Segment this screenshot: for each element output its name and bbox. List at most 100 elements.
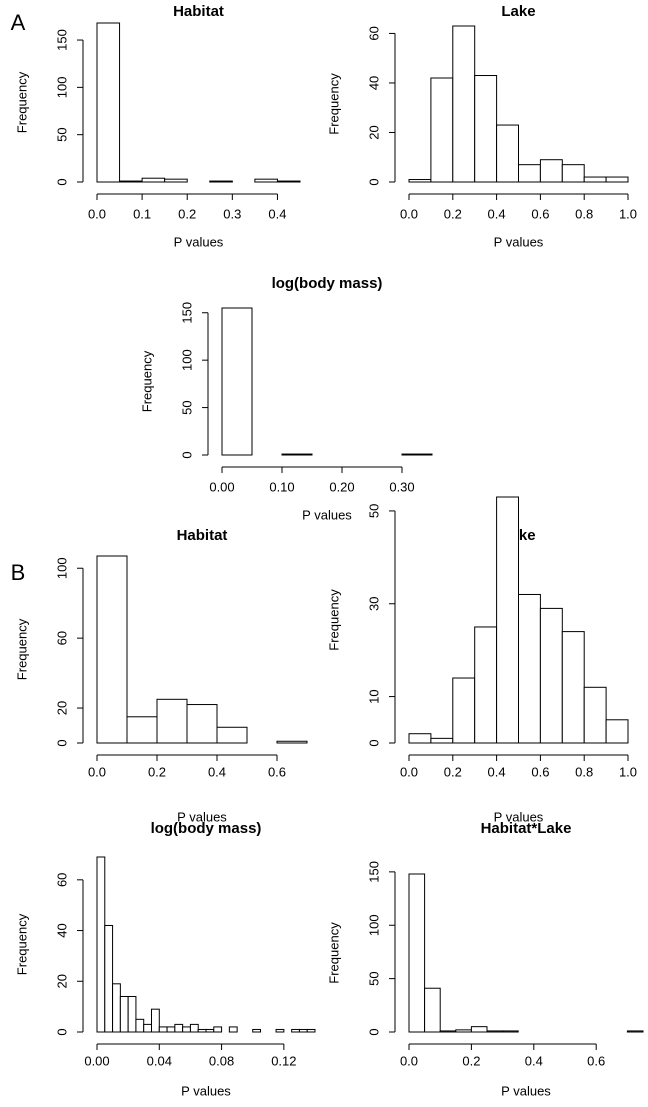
y-tick-label: 100 <box>54 557 69 579</box>
x-tick-label: 1.0 <box>619 764 637 779</box>
y-axis-label: Frequency <box>326 73 341 135</box>
y-tick-label: 150 <box>54 29 69 51</box>
y-tick-label: 50 <box>366 971 381 985</box>
bar <box>605 719 629 744</box>
y-tick-label: 150 <box>179 302 194 324</box>
bar <box>254 178 278 183</box>
bar <box>496 124 520 183</box>
bar <box>276 740 308 744</box>
bar <box>474 75 498 183</box>
bar <box>518 164 541 183</box>
bar <box>474 626 498 744</box>
y-tick-label: 0 <box>366 1028 381 1035</box>
y-tick-label: 100 <box>54 77 69 99</box>
y-tick-label: 0 <box>54 739 69 746</box>
chart-title: log(body mass) <box>151 820 262 837</box>
y-tick-label: 0 <box>54 178 69 185</box>
y-axis-label: Frequency <box>139 350 154 412</box>
x-tick-label: 1.0 <box>619 206 637 221</box>
x-tick-label: 0.00 <box>209 479 234 494</box>
x-tick-label: 0.8 <box>575 764 593 779</box>
y-tick-label: 60 <box>366 26 381 40</box>
bar <box>205 1028 215 1033</box>
x-tick-label: 0.10 <box>269 479 294 494</box>
bar <box>96 22 121 183</box>
bar <box>452 25 476 183</box>
y-tick-label: 20 <box>54 701 69 715</box>
y-tick-label: 40 <box>366 76 381 90</box>
x-tick-label: 0.4 <box>488 206 506 221</box>
bar <box>539 159 563 183</box>
x-tick-label: 0.08 <box>209 1053 234 1068</box>
bar <box>539 607 563 744</box>
panel-label: B <box>11 560 26 585</box>
x-axis-label: P values <box>494 809 544 824</box>
bar <box>156 698 188 744</box>
bar <box>112 983 121 1033</box>
x-tick-label: 0.0 <box>88 764 106 779</box>
x-tick-label: 0.6 <box>531 764 549 779</box>
bar <box>221 307 253 456</box>
chart-title: Habitat <box>177 527 228 544</box>
bar <box>298 1028 308 1033</box>
bar <box>96 555 128 744</box>
y-tick-label: 50 <box>179 400 194 414</box>
y-tick-label: 20 <box>54 974 69 988</box>
bar <box>424 987 441 1033</box>
bar <box>186 704 218 744</box>
bar <box>281 453 313 456</box>
x-tick-label: 0.04 <box>147 1053 172 1068</box>
y-tick-label: 60 <box>54 631 69 645</box>
x-tick-label: 0.00 <box>84 1053 109 1068</box>
panel-label: A <box>11 10 26 35</box>
y-axis-label: Frequency <box>14 913 29 975</box>
x-tick-label: 0.4 <box>208 764 226 779</box>
bar <box>127 995 137 1033</box>
y-tick-label: 10 <box>366 689 381 703</box>
bar <box>174 1023 184 1033</box>
x-tick-label: 0.0 <box>400 764 418 779</box>
bar <box>291 1028 300 1033</box>
y-tick-label: 60 <box>54 873 69 887</box>
y-tick-label: 0 <box>366 178 381 185</box>
x-tick-label: 0.6 <box>531 206 549 221</box>
bar <box>182 1026 191 1033</box>
x-tick-label: 0.2 <box>148 764 166 779</box>
x-tick-label: 0.2 <box>178 206 196 221</box>
y-tick-label: 30 <box>366 597 381 611</box>
bar <box>455 1029 472 1033</box>
y-axis-label: Frequency <box>326 589 341 651</box>
x-tick-label: 0.4 <box>488 764 506 779</box>
x-axis-label: P values <box>177 809 227 824</box>
x-tick-label: 0.6 <box>268 764 286 779</box>
x-tick-label: 0.0 <box>400 206 418 221</box>
bar <box>189 1023 199 1033</box>
bar <box>408 179 432 183</box>
x-tick-label: 0.3 <box>223 206 241 221</box>
bar <box>141 177 166 183</box>
bar <box>197 1028 207 1033</box>
y-tick-label: 50 <box>366 504 381 518</box>
bar <box>486 1030 504 1033</box>
y-tick-label: 20 <box>366 125 381 139</box>
x-tick-label: 0.4 <box>525 1053 543 1068</box>
x-axis-label: P values <box>494 234 544 249</box>
x-axis-label: P values <box>302 507 352 522</box>
bar <box>209 180 233 183</box>
bar <box>276 180 301 183</box>
bar <box>158 1026 168 1033</box>
bar <box>561 631 585 744</box>
x-tick-label: 0.4 <box>268 206 286 221</box>
bar <box>252 1028 261 1033</box>
chart-title: Lake <box>501 3 535 20</box>
y-tick-label: 100 <box>179 349 194 371</box>
bar <box>96 856 106 1033</box>
y-tick-label: 0 <box>179 451 194 458</box>
bar <box>583 176 607 183</box>
y-tick-label: 50 <box>54 127 69 141</box>
bar <box>164 178 188 183</box>
bar <box>452 677 476 744</box>
x-tick-label: 0.30 <box>389 479 414 494</box>
y-tick-label: 0 <box>54 1028 69 1035</box>
x-tick-label: 0.0 <box>400 1053 418 1068</box>
